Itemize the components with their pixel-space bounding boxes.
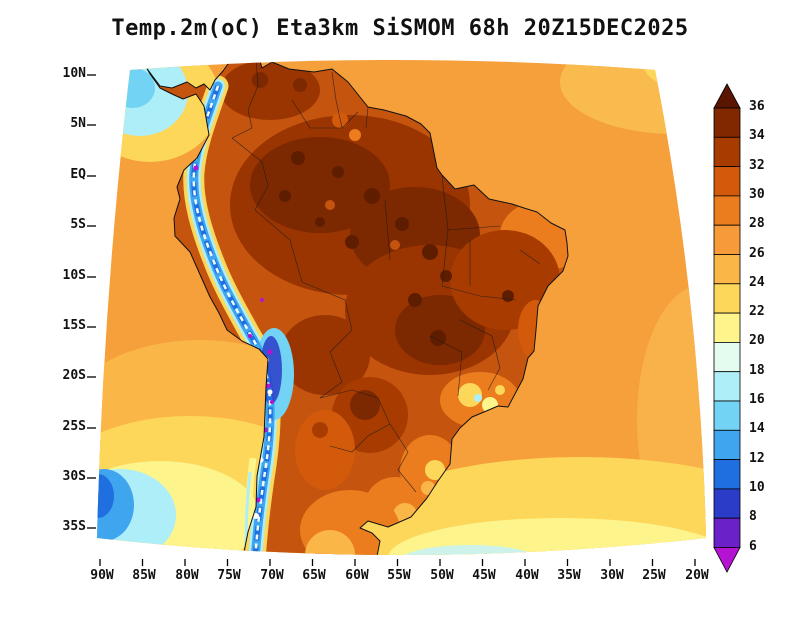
axis-ticks <box>87 74 696 566</box>
lon-tick-label: 90W <box>90 568 114 583</box>
lat-tick-label: 30S <box>62 469 86 484</box>
colorbar-tick-label: 14 <box>749 421 765 436</box>
colorbar-segment <box>713 459 741 490</box>
colorbar-segment <box>713 312 741 343</box>
lat-tick-label: 5S <box>70 217 86 232</box>
colorbar-tick-label: 10 <box>749 480 765 495</box>
colorbar-tick-label: 12 <box>749 451 765 466</box>
colorbar-tick-label: 32 <box>749 158 765 173</box>
lon-tick-label: 40W <box>515 568 539 583</box>
colorbar-tick-label: 36 <box>749 99 765 114</box>
colorbar-segment <box>713 224 741 255</box>
colorbar-segment <box>713 400 741 431</box>
lon-tick-label: 60W <box>345 568 369 583</box>
colorbar-segment <box>713 517 741 548</box>
plot-title: Temp.2m(oC) Eta3km SiSMOM 68h 20Z15DEC20… <box>111 16 689 41</box>
colorbar-tick-label: 20 <box>749 333 765 348</box>
coastline <box>139 60 569 555</box>
colorbar-top-arrow <box>713 83 741 109</box>
colorbar-tick-label: 22 <box>749 304 765 319</box>
country-borders <box>231 60 541 493</box>
colorbar-tick-label: 24 <box>749 275 765 290</box>
lon-tick-label: 45W <box>472 568 496 583</box>
colorbar-segment <box>713 107 741 138</box>
lon-tick-label: 65W <box>302 568 326 583</box>
lon-tick-label: 30W <box>600 568 624 583</box>
lat-tick-label: 35S <box>62 519 86 534</box>
colorbar-segment <box>713 341 741 373</box>
lon-tick-label: 55W <box>387 568 411 583</box>
lat-tick-label: 10N <box>62 66 86 81</box>
colorbar-segment <box>713 283 741 314</box>
colorbar-tick-label: 34 <box>749 128 765 143</box>
colorbar-tick-label: 16 <box>749 392 765 407</box>
lat-tick-label: EQ <box>70 167 86 182</box>
colorbar <box>713 83 741 573</box>
colorbar-segment <box>713 488 741 519</box>
lon-tick-label: 70W <box>260 568 284 583</box>
continent-layer <box>139 60 569 555</box>
lon-tick-label: 80W <box>175 568 199 583</box>
colorbar-segment <box>713 371 741 402</box>
lat-tick-label: 10S <box>62 268 86 283</box>
colorbar-tick-label: 30 <box>749 187 765 202</box>
lon-tick-label: 50W <box>430 568 454 583</box>
colorbar-bottom-arrow <box>713 547 741 573</box>
colorbar-tick-label: 26 <box>749 246 765 261</box>
lon-tick-label: 75W <box>217 568 241 583</box>
lon-tick-label: 25W <box>642 568 666 583</box>
colorbar-tick-label: 6 <box>749 539 757 554</box>
lon-tick-label: 85W <box>132 568 156 583</box>
lon-tick-label: 20W <box>685 568 709 583</box>
colorbar-tick-label: 8 <box>749 509 757 524</box>
lat-tick-label: 15S <box>62 318 86 333</box>
lon-tick-label: 35W <box>557 568 581 583</box>
lat-tick-label: 5N <box>70 116 86 131</box>
colorbar-segment <box>713 429 741 460</box>
colorbar-segment <box>713 254 741 285</box>
colorbar-segment <box>713 136 741 167</box>
colorbar-segment <box>713 195 741 226</box>
colorbar-segment <box>713 166 741 197</box>
lat-tick-label: 25S <box>62 419 86 434</box>
lat-tick-label: 20S <box>62 368 86 383</box>
colorbar-tick-label: 28 <box>749 216 765 231</box>
colorbar-tick-label: 18 <box>749 363 765 378</box>
